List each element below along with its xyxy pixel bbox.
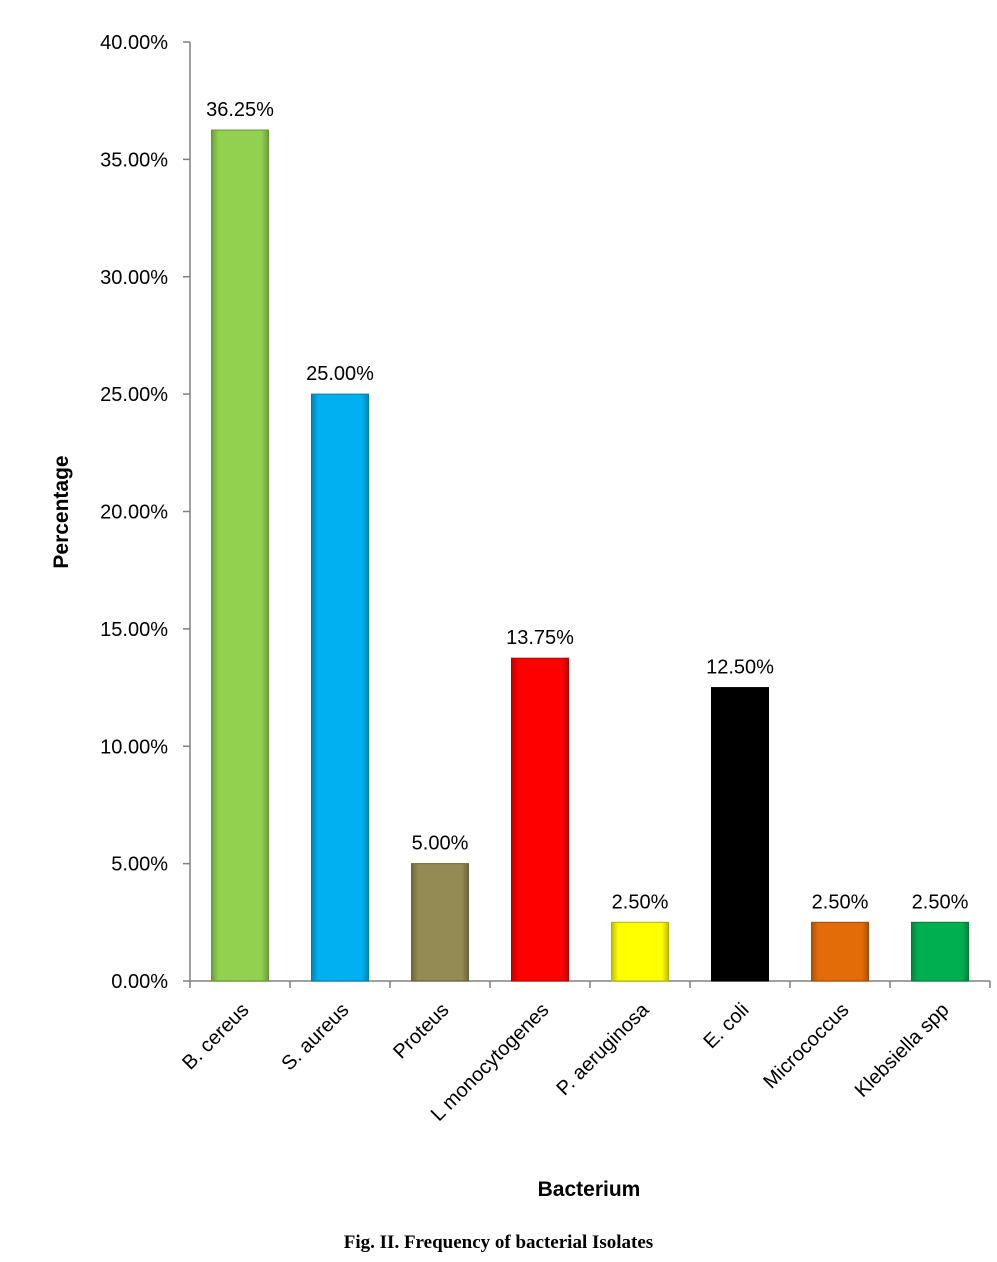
category-label: Proteus — [389, 999, 453, 1063]
data-label: 2.50% — [812, 891, 869, 913]
y-tick-label: 15.00% — [100, 619, 168, 641]
category-label: E. coli — [699, 999, 753, 1053]
y-axis: 0.00% 5.00% 10.00% 15.00% 20.00% 25.00% 30.00%… — [100, 32, 191, 993]
data-label: 36.25% — [206, 99, 274, 121]
data-label: 13.75% — [506, 627, 574, 649]
y-tick-label: 35.00% — [100, 149, 168, 171]
y-tick-label: 25.00% — [100, 384, 168, 406]
bar — [611, 921, 669, 982]
bar — [211, 129, 269, 982]
bar — [311, 393, 369, 982]
y-tick-label: 40.00% — [100, 32, 168, 54]
chart-svg: 0.00% 5.00% 10.00% 15.00% 20.00% 25.00% 30.00%… — [50, 32, 991, 1201]
bar — [511, 657, 569, 982]
figure-caption: Fig. II. Frequency of bacterial Isolates — [343, 1232, 654, 1253]
data-label: 25.00% — [306, 363, 374, 385]
bar — [411, 863, 469, 982]
y-axis-title: Percentage — [50, 455, 73, 568]
category-label: B. cereus — [178, 999, 253, 1074]
category-label: P. aeruginosa — [553, 998, 655, 1100]
data-label: 2.50% — [612, 891, 669, 913]
data-labels: 36.25% 25.00% 5.00% 13.75% 2.50% 12.50% 2.50% 2… — [206, 99, 968, 913]
y-tick-label: 5.00% — [111, 854, 168, 876]
data-label: 2.50% — [912, 891, 969, 913]
x-axis — [189, 980, 991, 988]
y-tick-label: 20.00% — [100, 502, 168, 524]
category-label: Klebsiella spp — [851, 999, 954, 1102]
bar — [911, 921, 969, 982]
y-tick-label: 30.00% — [100, 267, 168, 289]
category-label: Micrococcus — [759, 999, 853, 1093]
bar — [811, 921, 869, 982]
y-tick-label: 0.00% — [111, 971, 168, 993]
data-label: 5.00% — [412, 833, 469, 855]
x-axis-title: Bacterium — [538, 1178, 641, 1201]
data-label: 12.50% — [706, 657, 774, 679]
bar — [711, 687, 769, 982]
y-tick-label: 10.00% — [100, 736, 168, 758]
bars — [211, 129, 969, 982]
category-label: S. aureus — [277, 999, 353, 1075]
